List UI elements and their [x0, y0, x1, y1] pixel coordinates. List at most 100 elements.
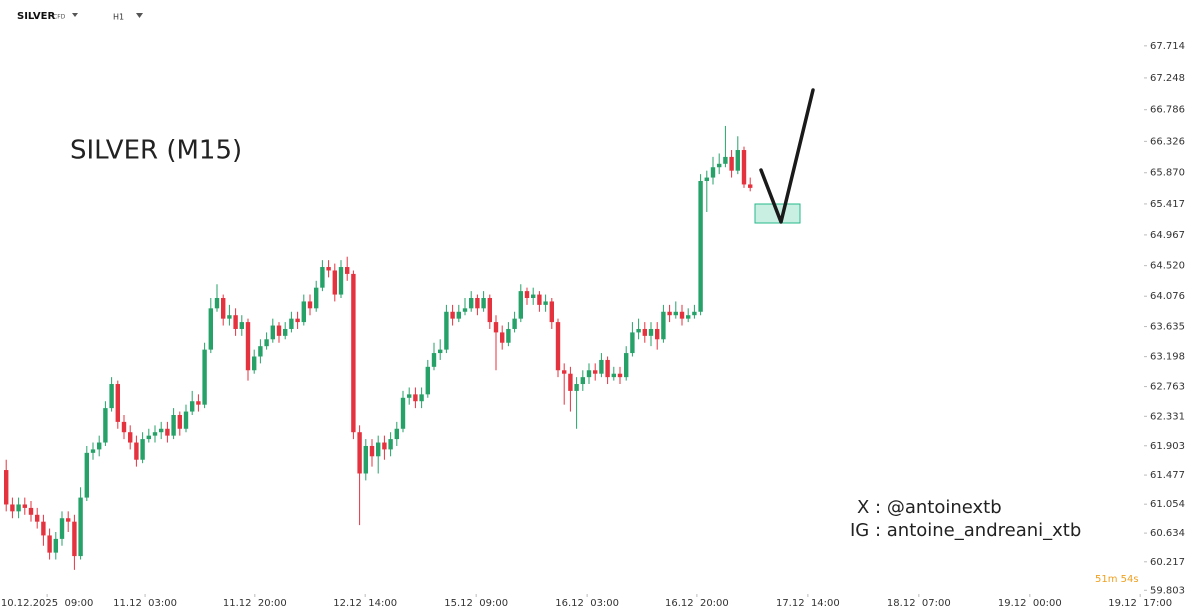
candle-body [692, 311, 697, 316]
candle-body [177, 414, 182, 429]
candle-body [165, 428, 170, 436]
symbol[interactable]: SILVER [17, 11, 55, 22]
candle-body [307, 301, 313, 309]
candle-body [537, 294, 542, 305]
x-tick-label: 18.12 07:00 [887, 598, 951, 609]
y-tick-label: 62.331 [1150, 411, 1185, 422]
candle-body [146, 435, 151, 440]
candle-body [196, 401, 201, 405]
y-tick-label: 65.870 [1150, 168, 1185, 179]
candle-body [580, 377, 585, 385]
candle-body [47, 535, 52, 553]
candle-body [84, 452, 89, 498]
candle-body [419, 394, 424, 402]
candle-body [562, 370, 567, 374]
candle-body [183, 411, 189, 429]
x-tick-label: 16.12 20:00 [665, 598, 729, 609]
candle-body [357, 432, 362, 474]
candle-body [741, 150, 747, 185]
candle-body [283, 328, 288, 336]
candle-body [345, 267, 350, 274]
y-tick-label: 63.635 [1150, 322, 1185, 333]
symbol-type: CFD [53, 14, 66, 21]
symbol-dropdown[interactable] [72, 13, 78, 17]
candle-body [624, 353, 629, 378]
y-tick-label: 65.417 [1150, 199, 1185, 210]
candle-body [152, 432, 158, 436]
candle-body [41, 521, 46, 536]
candle-body [425, 366, 430, 395]
candle-body [394, 428, 399, 440]
candle-body [140, 439, 145, 460]
candle-body [704, 177, 709, 182]
candle-body [667, 311, 672, 316]
candle-body [214, 298, 220, 309]
candle-body [593, 370, 598, 374]
annotation: X : @antoinextb [857, 497, 1002, 518]
candle-body [78, 497, 83, 557]
candle-body [574, 384, 579, 391]
x-tick-label: 11.12 20:00 [223, 598, 287, 609]
candle-body [717, 163, 722, 168]
candle-body [90, 449, 96, 453]
candle-body [376, 442, 381, 457]
y-tick-label: 66.786 [1150, 105, 1185, 116]
candle-body [555, 322, 561, 371]
x-tick-label: 19.12 00:00 [998, 598, 1062, 609]
candle-body [369, 445, 375, 457]
y-tick-label: 60.634 [1150, 528, 1185, 539]
candles [4, 125, 753, 570]
y-tick-label: 63.198 [1150, 352, 1185, 363]
interval[interactable]: H1 [113, 13, 124, 22]
candle-body [227, 315, 232, 319]
candle-body [233, 315, 238, 329]
candle-body [134, 442, 139, 460]
annotation: IG : antoine_andreani_xtb [850, 520, 1081, 541]
x-tick-label: 15.12 09:00 [444, 598, 508, 609]
candle-body [245, 322, 251, 371]
x-tick-label: 12.12 14:00 [333, 598, 397, 609]
y-tick-label: 67.714 [1150, 41, 1185, 52]
candle-body [748, 184, 753, 188]
candle-body [568, 373, 573, 391]
candle-body [630, 332, 635, 354]
candle-body [462, 308, 468, 312]
candle-body [314, 287, 319, 309]
candle-body [636, 328, 641, 333]
x-tick-label: 17.12 14:00 [776, 598, 840, 609]
interval-dropdown[interactable] [136, 13, 143, 18]
candle-body [710, 167, 716, 178]
candle-body [438, 349, 443, 354]
y-tick-label: 64.967 [1150, 230, 1185, 241]
y-tick-label: 62.763 [1150, 382, 1185, 393]
candle-body [276, 325, 282, 336]
candle-body [221, 298, 226, 319]
candle-body [450, 311, 455, 319]
candle-body [493, 322, 499, 333]
candle-body [531, 294, 536, 298]
candle-body [28, 507, 34, 515]
candle-body [661, 311, 666, 340]
candle-body [22, 504, 27, 508]
candle-body [444, 311, 449, 350]
candle-body [109, 384, 114, 409]
candle-body [159, 428, 164, 433]
candle-body [698, 181, 703, 312]
candle-body [617, 373, 623, 378]
candle-body [289, 318, 294, 329]
x-tick-label: 16.12 03:00 [555, 598, 619, 609]
candle-body [648, 328, 654, 336]
candle-body [456, 311, 461, 319]
candle-body [239, 322, 244, 329]
candle-body [295, 318, 300, 323]
candle-body [53, 538, 58, 553]
y-tick-label: 64.076 [1150, 291, 1185, 302]
candle-body [115, 384, 120, 422]
candle-body [171, 414, 176, 436]
candle-body [351, 273, 356, 433]
y-tick-label: 61.054 [1150, 499, 1185, 510]
candle-body [97, 442, 102, 450]
x-tick-label: 10.12.2025 09:00 [1, 598, 93, 609]
candle-body [500, 332, 505, 343]
candle-body [16, 504, 21, 512]
